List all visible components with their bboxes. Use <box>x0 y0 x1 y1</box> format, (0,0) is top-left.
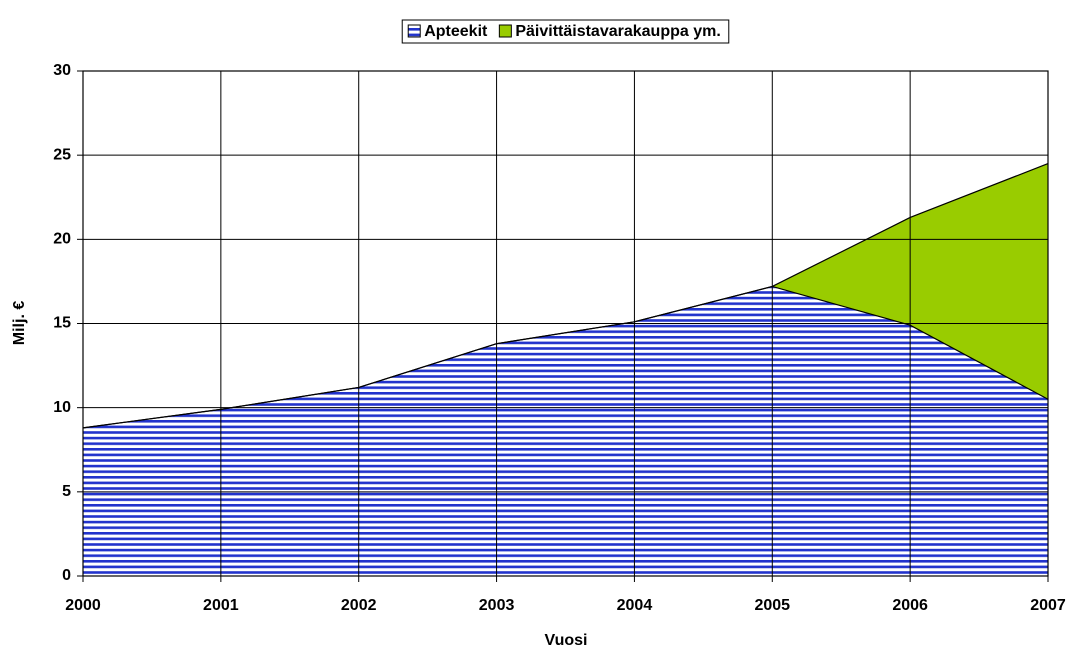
x-tick-label: 2001 <box>203 597 239 614</box>
x-tick-label: 2004 <box>617 597 653 614</box>
x-tick-label: 2005 <box>754 597 790 614</box>
y-tick-label: 25 <box>53 146 71 163</box>
legend: Apteekit Päivittäistavarakauppa ym. <box>401 19 730 44</box>
legend-label: Apteekit <box>424 23 488 40</box>
y-tick-label: 15 <box>53 315 71 332</box>
legend-swatch <box>498 24 512 38</box>
y-tick-label: 5 <box>62 483 71 500</box>
y-tick-label: 20 <box>53 231 71 248</box>
legend-swatch <box>407 24 421 38</box>
x-tick-label: 2007 <box>1030 597 1066 614</box>
y-tick-label: 0 <box>62 567 71 584</box>
legend-label: Päivittäistavarakauppa ym. <box>515 23 720 40</box>
x-tick-label: 2002 <box>341 597 377 614</box>
area <box>83 286 1048 576</box>
y-tick-label: 30 <box>53 62 71 79</box>
x-axis-label: Vuosi <box>545 632 588 649</box>
x-tick-label: 2000 <box>65 597 101 614</box>
area <box>83 163 1048 428</box>
x-tick-label: 2006 <box>892 597 928 614</box>
y-tick-label: 10 <box>53 399 71 416</box>
legend-box <box>401 19 730 44</box>
x-tick-label: 2003 <box>479 597 515 614</box>
y-axis-label: Milj. € <box>11 301 28 346</box>
area-outline <box>82 163 1049 429</box>
